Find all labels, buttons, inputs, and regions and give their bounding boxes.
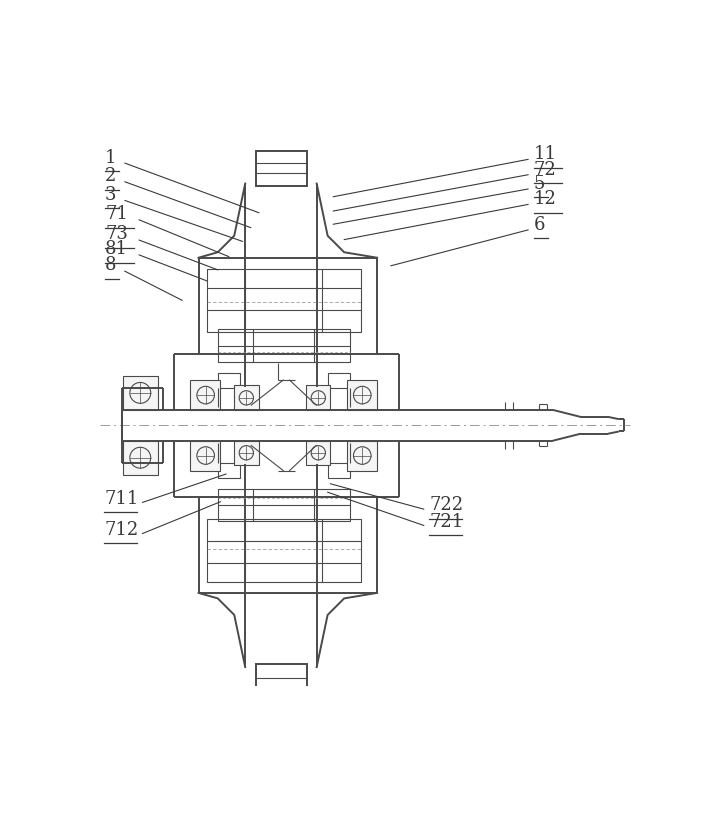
Bar [218, 463, 240, 478]
Text: 2: 2 [105, 167, 116, 185]
Bar [347, 441, 377, 471]
Text: 5: 5 [534, 175, 545, 193]
Bar [306, 385, 330, 410]
Text: 722: 722 [430, 496, 464, 514]
Bar [256, 664, 307, 700]
Text: 12: 12 [534, 190, 557, 209]
Text: 721: 721 [430, 513, 464, 531]
Bar [190, 380, 220, 410]
Bar [218, 488, 350, 522]
Text: 73: 73 [105, 226, 128, 244]
Bar [207, 269, 361, 332]
Bar [347, 380, 377, 410]
Bar [218, 329, 350, 362]
Text: 711: 711 [104, 490, 138, 508]
Bar [190, 441, 220, 471]
Bar [328, 463, 350, 478]
Bar [234, 441, 259, 465]
Bar [207, 518, 361, 582]
Text: 6: 6 [534, 215, 545, 234]
Bar [306, 441, 330, 465]
Text: 3: 3 [105, 186, 116, 204]
Text: 1: 1 [105, 148, 116, 166]
Bar [218, 372, 240, 388]
Bar [256, 151, 307, 187]
Bar [328, 372, 350, 388]
Text: 11: 11 [534, 145, 557, 163]
Text: 712: 712 [104, 521, 138, 539]
Bar [123, 376, 158, 410]
Bar [234, 385, 259, 410]
Text: 71: 71 [105, 205, 128, 223]
Bar [123, 441, 158, 475]
Text: 81: 81 [105, 240, 128, 258]
Text: 8: 8 [105, 256, 116, 274]
Text: 72: 72 [534, 161, 557, 178]
